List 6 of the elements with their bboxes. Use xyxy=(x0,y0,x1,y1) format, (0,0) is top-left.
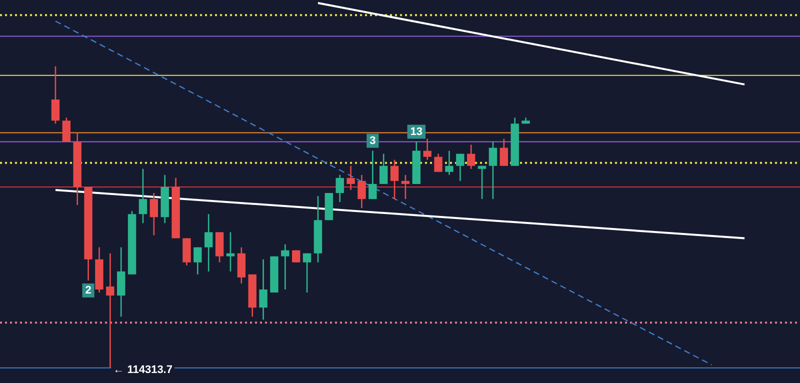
candlestick xyxy=(106,253,114,368)
annotation: 3 xyxy=(370,134,376,147)
annotation: ← 114313.7 xyxy=(113,364,172,376)
annotation: 2 xyxy=(85,284,92,296)
candlestick xyxy=(281,244,290,290)
annotation: 13 xyxy=(410,126,423,138)
